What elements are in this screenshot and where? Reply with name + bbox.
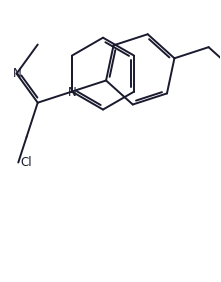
Text: Cl: Cl	[21, 156, 32, 169]
Text: N: N	[68, 85, 76, 99]
Text: N: N	[13, 67, 22, 80]
